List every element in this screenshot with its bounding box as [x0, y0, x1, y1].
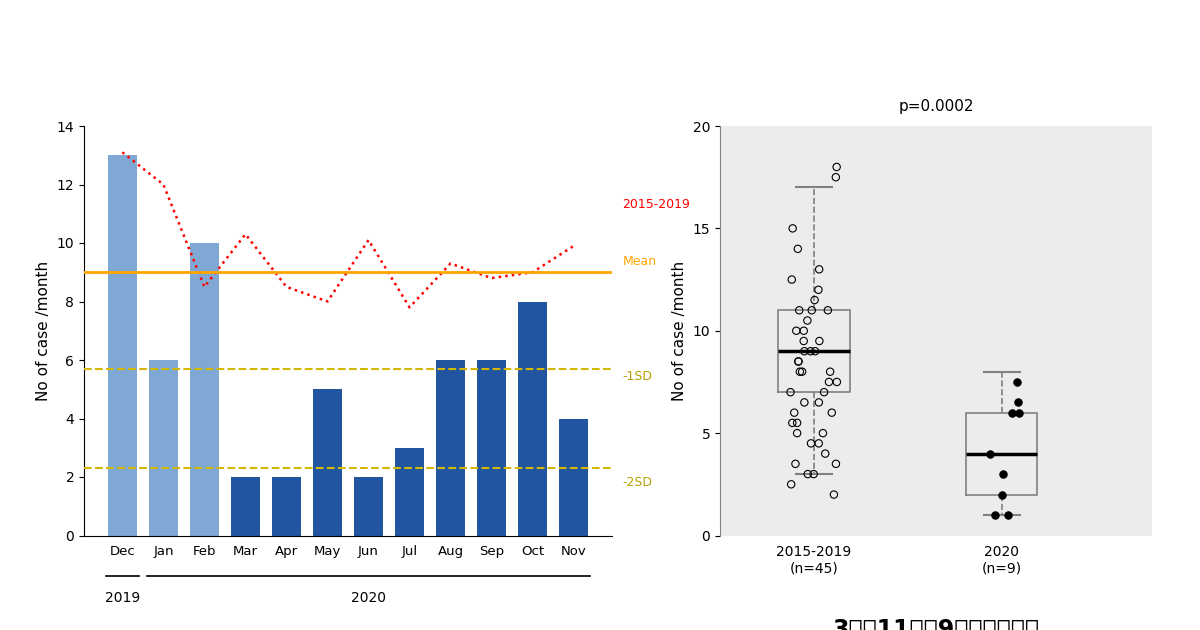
Point [818, 305, 838, 315]
Point [798, 316, 817, 326]
Point [1002, 408, 1021, 418]
Point [822, 408, 841, 418]
Text: Mean: Mean [623, 255, 656, 268]
Bar [518, 302, 547, 536]
Text: 2015-2019: 2015-2019 [623, 198, 690, 211]
Point [804, 469, 823, 479]
Point [1009, 408, 1028, 418]
Point [805, 346, 824, 357]
Bar [395, 448, 424, 536]
Point [794, 326, 814, 336]
Point [802, 305, 821, 315]
Point [787, 418, 806, 428]
Point [980, 449, 1000, 459]
Point [805, 295, 824, 305]
Point [792, 367, 811, 377]
Point [788, 357, 808, 367]
Bar [190, 243, 218, 536]
Point [809, 398, 828, 408]
Text: 2019: 2019 [104, 591, 140, 605]
Point [788, 357, 808, 367]
Point [782, 418, 802, 428]
Point [1009, 398, 1028, 408]
Point [794, 346, 814, 357]
Point [824, 490, 844, 500]
Point [985, 510, 1004, 520]
Point [810, 336, 829, 346]
Y-axis label: No of case /month: No of case /month [672, 261, 688, 401]
Point [798, 469, 817, 479]
Point [815, 387, 834, 398]
Point [791, 367, 810, 377]
Point [784, 224, 803, 234]
Point [787, 428, 806, 438]
Point [781, 479, 800, 490]
Y-axis label: No of case /month: No of case /month [36, 261, 52, 401]
Text: -1SD: -1SD [623, 370, 653, 383]
Point [788, 244, 808, 254]
Bar [313, 389, 342, 536]
Text: 3月～11月の9か月間の比較: 3月～11月の9か月間の比較 [833, 617, 1039, 630]
Point [814, 428, 833, 438]
Text: p=0.0002: p=0.0002 [899, 99, 973, 113]
Point [802, 438, 821, 449]
Point [820, 377, 839, 387]
Point [994, 469, 1013, 479]
Point [827, 172, 846, 182]
Bar [437, 360, 464, 536]
Point [785, 408, 804, 418]
Point [821, 367, 840, 377]
Bar [559, 418, 588, 536]
Bar [149, 360, 178, 536]
Point [787, 326, 806, 336]
Point [782, 275, 802, 285]
Point [790, 305, 809, 315]
Text: -2SD: -2SD [623, 476, 653, 490]
Text: 2020: 2020 [352, 591, 386, 605]
Point [800, 346, 820, 357]
Point [781, 387, 800, 398]
Point [816, 449, 835, 459]
Point [794, 336, 814, 346]
Point [810, 265, 829, 275]
Point [1007, 377, 1026, 387]
Point [827, 459, 846, 469]
Point [998, 510, 1018, 520]
Bar [108, 155, 137, 536]
Point [786, 459, 805, 469]
Point [992, 490, 1012, 500]
Point [809, 285, 828, 295]
Point [809, 438, 828, 449]
Bar [478, 360, 506, 536]
Point [827, 162, 846, 172]
Bar [232, 477, 259, 536]
Bar [354, 477, 383, 536]
Point [827, 377, 846, 387]
Bar [272, 477, 301, 536]
Point [794, 398, 814, 408]
